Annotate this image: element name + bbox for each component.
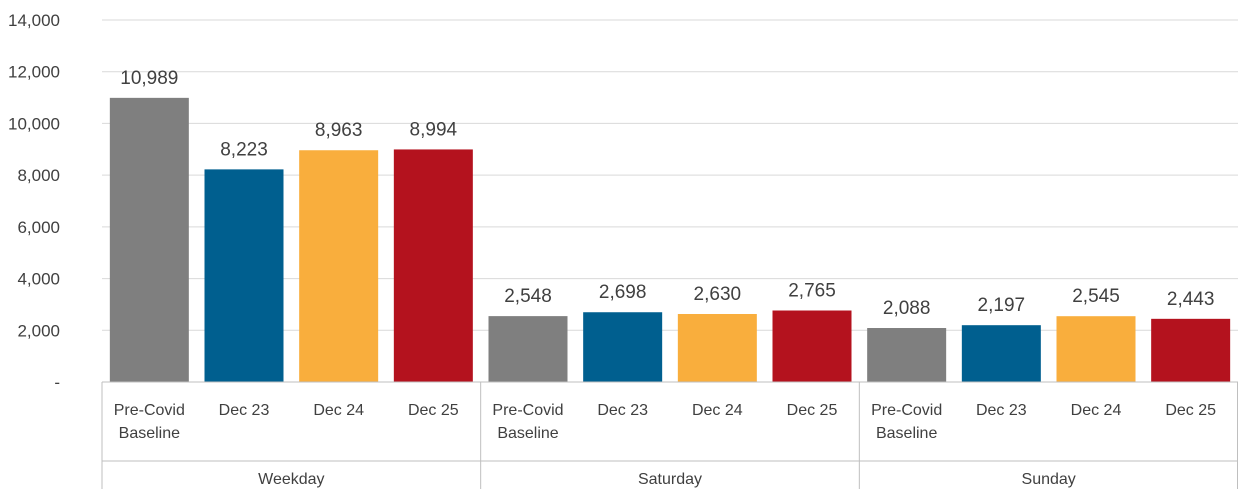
group-label: Weekday: [258, 471, 324, 488]
x-tick-label: Dec 25: [1165, 402, 1216, 419]
x-tick-label: Dec 25: [787, 402, 838, 419]
bar: [109, 97, 189, 382]
y-tick-label: -: [54, 373, 60, 392]
bar: [393, 149, 473, 382]
bar: [867, 328, 947, 382]
bar: [772, 310, 852, 382]
x-tick-label: Pre-Covid: [492, 402, 563, 419]
data-label: 2,197: [978, 295, 1026, 316]
y-tick-label: 12,000: [8, 63, 60, 82]
data-label: 8,994: [410, 119, 458, 140]
group-label: Sunday: [1022, 471, 1076, 488]
data-labels: 10,989 8,223 8,963 8,994 2,548 2,698 2,630 2,76…: [120, 68, 1214, 319]
x-tick-label: Baseline: [876, 425, 937, 442]
bar: [488, 316, 568, 382]
bar: [299, 150, 379, 382]
bar: [1151, 318, 1231, 382]
y-tick-label: 10,000: [8, 114, 60, 133]
data-label: 2,443: [1167, 289, 1215, 310]
x-tick-label: Dec 23: [976, 402, 1027, 419]
x-tick-label: Dec 23: [219, 402, 270, 419]
y-tick-label: 8,000: [17, 166, 60, 185]
x-tick-label: Baseline: [119, 425, 180, 442]
data-label: 2,545: [1072, 286, 1120, 307]
x-tick-label: Pre-Covid: [114, 402, 185, 419]
data-label: 8,963: [315, 120, 363, 141]
x-tick-label: Dec 24: [692, 402, 743, 419]
y-tick-label: 6,000: [17, 218, 60, 237]
y-tick-label: 14,000: [8, 11, 60, 30]
x-tick-label: Pre-Covid: [871, 402, 942, 419]
bar: [204, 169, 284, 382]
x-tick-label: Dec 25: [408, 402, 459, 419]
y-tick-label: 4,000: [17, 270, 60, 289]
group-label: Saturday: [638, 471, 702, 488]
bar: [677, 313, 757, 382]
bar: [961, 325, 1041, 382]
data-label: 8,223: [220, 139, 268, 160]
bar: [1056, 316, 1136, 382]
data-label: 2,548: [504, 286, 552, 307]
data-label: 2,088: [883, 298, 931, 319]
x-tick-label: Dec 24: [313, 402, 364, 419]
data-label: 2,765: [788, 281, 836, 302]
bars: [109, 97, 1231, 382]
x-tick-label: Dec 23: [597, 402, 648, 419]
y-tick-label: 2,000: [17, 321, 60, 340]
x-tick-label: Dec 24: [1071, 402, 1122, 419]
x-axis-ticks: Pre-Covid Baseline Dec 23 Dec 24 Dec 25 Weekd…: [114, 402, 1216, 488]
gridlines: [102, 19, 1238, 331]
data-label: 2,630: [694, 284, 742, 305]
data-label: 2,698: [599, 282, 647, 303]
y-axis-ticks: - 2,000 4,000 6,000 8,000 10,000 12,000 14,000: [8, 11, 60, 392]
bar: [583, 312, 663, 382]
data-label: 10,989: [120, 68, 178, 89]
x-tick-label: Baseline: [497, 425, 558, 442]
